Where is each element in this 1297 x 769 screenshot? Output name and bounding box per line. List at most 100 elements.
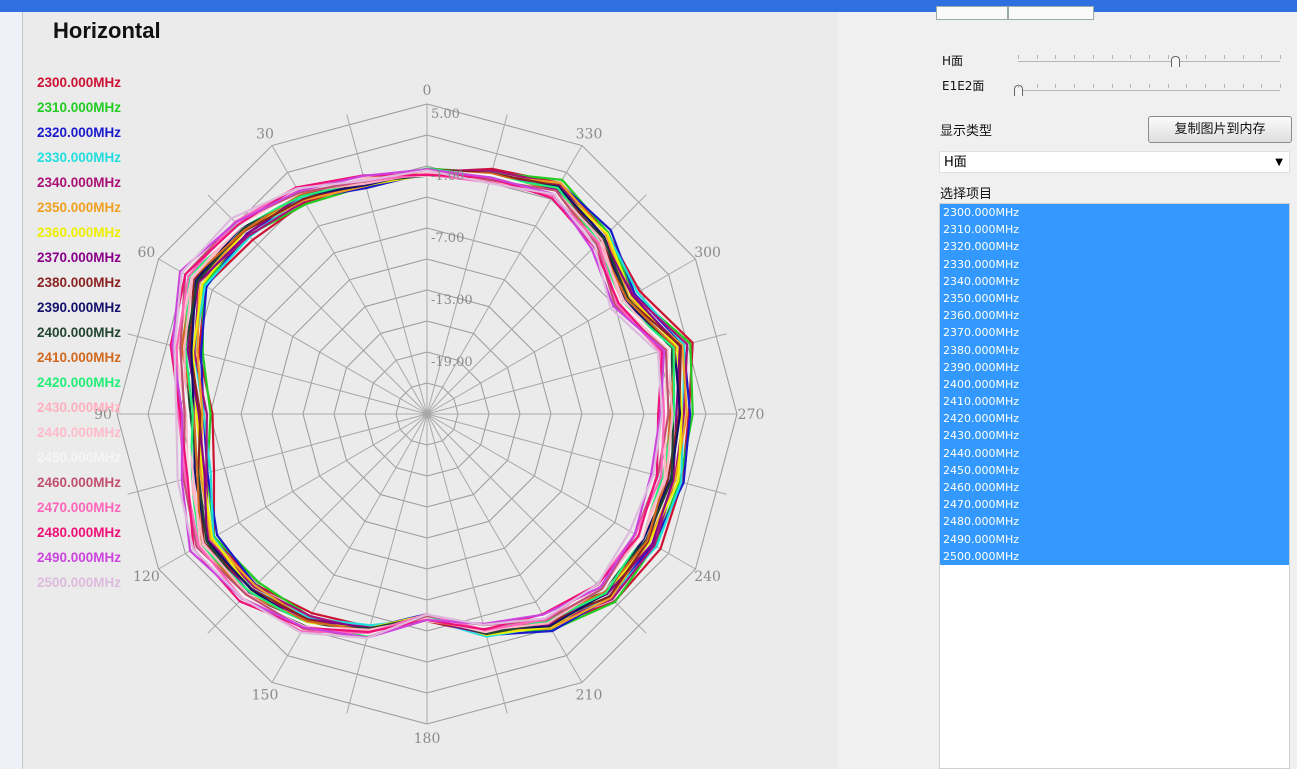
angle-label: 240 (694, 569, 721, 585)
grid-spoke (271, 413, 428, 683)
grid-spoke (426, 413, 508, 714)
frequency-list[interactable]: 2300.000MHz 2310.000MHz 2320.000MHz 2330.00… (939, 203, 1290, 769)
list-item[interactable]: 2450.000MHz (940, 461, 1289, 479)
slider-tick (1092, 84, 1094, 88)
tab-first[interactable] (936, 6, 1008, 20)
list-item[interactable]: 2420.000MHz (940, 410, 1289, 428)
legend-item: 2310.000MHz (37, 100, 121, 115)
slider-tick (1167, 84, 1169, 88)
list-item[interactable]: 2390.000MHz (940, 358, 1289, 376)
angle-label: 150 (252, 688, 279, 704)
select-items-label: 选择项目 (940, 187, 993, 202)
chart-title: Horizontal (53, 18, 161, 43)
list-item[interactable]: 2310.000MHz (940, 221, 1289, 239)
slider-tick (1149, 84, 1150, 88)
list-item[interactable]: 2400.000MHz (940, 375, 1289, 394)
grid-spoke (346, 413, 428, 714)
slider-e-label: E1E2面 (942, 79, 985, 93)
list-item[interactable]: 2350.000MHz (940, 289, 1289, 308)
legend-item: 2300.000MHz (37, 75, 121, 90)
control-panel: H面 E1E2面 显示类型 复制图片到内存 H面 ▼ 选择项目 2300.000… (838, 6, 1297, 769)
grid-spoke (426, 258, 696, 415)
copy-image-button[interactable]: 复制图片到内存 (1148, 116, 1292, 143)
slider-tick (1130, 55, 1132, 59)
list-item[interactable]: 2410.000MHz (940, 393, 1289, 411)
legend-item: 2430.000MHz (37, 400, 121, 415)
list-item[interactable]: 2300.000MHz (940, 204, 1289, 222)
series-line (171, 168, 666, 639)
slider-tick (1111, 84, 1113, 88)
legend-item: 2350.000MHz (37, 200, 121, 215)
angle-label: 180 (414, 731, 441, 747)
ring-label: 5.00 (431, 107, 460, 122)
angle-label: 0 (423, 83, 432, 99)
list-item[interactable]: 2430.000MHz (940, 427, 1289, 445)
slider-h-label: H面 (942, 54, 964, 68)
angle-label: 210 (576, 688, 603, 704)
ring-label: -19.00 (431, 355, 473, 370)
slider-tick (1055, 55, 1057, 59)
legend-item: 2500.000MHz (37, 575, 121, 590)
legend-item: 2420.000MHz (37, 375, 121, 390)
tab-second[interactable] (1008, 6, 1094, 20)
slider-tick (1261, 84, 1263, 88)
polar-chart: 0 30 60 90 120 150 180 210 240 270 300 330 5.00 -1.00… (37, 75, 764, 747)
angle-label: 60 (137, 245, 155, 261)
display-type-select[interactable]: H面 ▼ (939, 151, 1290, 173)
grid-spoke (346, 114, 428, 415)
list-item[interactable]: 2320.000MHz (940, 238, 1289, 256)
slider-h-thumb[interactable] (1171, 56, 1181, 67)
slider-tick (1205, 55, 1207, 59)
slider-tick (1055, 84, 1057, 88)
slider-tick (1242, 84, 1244, 88)
legend-item: 2330.000MHz (37, 150, 121, 165)
legend-item: 2460.000MHz (37, 475, 121, 490)
grid-spoke (426, 114, 508, 415)
legend-item: 2410.000MHz (37, 350, 121, 365)
chevron-down-icon[interactable]: ▼ (1275, 157, 1283, 168)
angle-label: 120 (133, 569, 160, 585)
slider-tick (1092, 55, 1094, 59)
slider-tick (1205, 84, 1207, 88)
angle-label: 300 (694, 245, 721, 261)
list-item[interactable]: 2440.000MHz (940, 444, 1289, 462)
grid-spoke (426, 413, 696, 570)
list-item[interactable]: 2380.000MHz (940, 341, 1289, 359)
list-item[interactable]: 2470.000MHz (940, 496, 1289, 514)
legend-item: 2450.000MHz (37, 450, 121, 465)
slider-h[interactable] (1018, 55, 1281, 67)
slider-tick (1223, 84, 1225, 88)
legend-item: 2390.000MHz (37, 300, 121, 315)
slider-tick (1036, 55, 1038, 59)
legend-item: 2360.000MHz (37, 225, 121, 240)
slider-tick (1111, 55, 1113, 59)
list-item[interactable]: 2360.000MHz (940, 307, 1289, 325)
legend-item: 2400.000MHz (37, 325, 121, 340)
slider-e[interactable] (1014, 84, 1281, 96)
list-item[interactable]: 2370.000MHz (940, 324, 1289, 342)
series-line (173, 169, 664, 640)
window-top-bar (0, 0, 1297, 12)
slider-tick (1167, 55, 1169, 59)
angle-label: 330 (576, 126, 603, 142)
slider-tick (1036, 84, 1038, 88)
slider-tick (1280, 55, 1281, 59)
list-item[interactable]: 2460.000MHz (940, 479, 1289, 497)
list-item[interactable]: 2480.000MHz (940, 513, 1289, 531)
ring-label: -1.00 (431, 169, 464, 184)
angle-label: 30 (256, 126, 274, 142)
list-item[interactable]: 2340.000MHz (940, 272, 1289, 290)
list-item[interactable]: 2500.000MHz (940, 547, 1289, 565)
list-item[interactable]: 2490.000MHz (940, 530, 1289, 548)
grid-spoke (426, 413, 583, 683)
slider-tick (1186, 84, 1188, 88)
ring-label: -13.00 (431, 293, 473, 308)
slider-tick (1130, 84, 1132, 88)
legend-item: 2470.000MHz (37, 500, 121, 515)
slider-tick (1186, 55, 1188, 59)
slider-tick (1074, 55, 1076, 59)
legend-item: 2340.000MHz (37, 175, 121, 190)
list-item[interactable]: 2330.000MHz (940, 255, 1289, 273)
polar-chart-panel: 0 30 60 90 120 150 180 210 240 270 300 330 5.00 -1.00… (22, 12, 839, 769)
grid-spoke (426, 413, 727, 495)
